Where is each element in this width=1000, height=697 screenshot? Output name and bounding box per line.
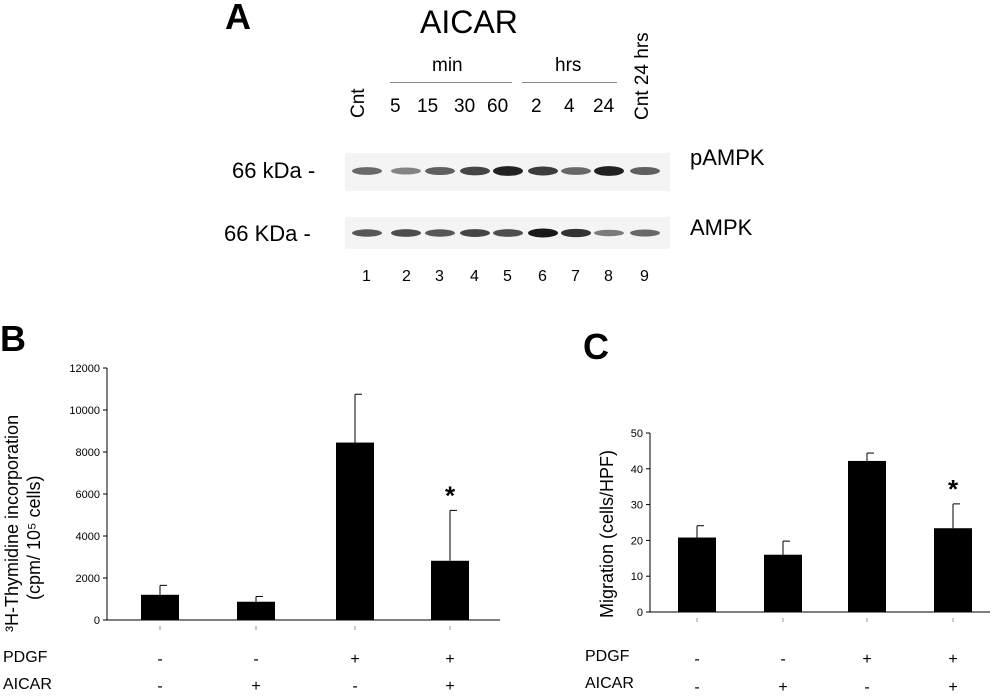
chart-b-aicar-sign-1: - (157, 678, 162, 695)
lane-number-2: 2 (402, 268, 411, 285)
pampk-mw-label: 66 kDa - (232, 158, 316, 183)
chart-b-bar-3 (336, 442, 374, 620)
chart-b-aicar-sign-3: - (352, 678, 357, 695)
lane-number-8: 8 (604, 268, 613, 285)
chart-c-ytick-label-5: 50 (631, 428, 643, 440)
chart-b-bar-1 (141, 594, 179, 620)
chart-c-aicar-sign-2: + (778, 679, 787, 696)
chart-b-pdgf-sign-4: + (445, 651, 454, 668)
lane-header-8: 24 (593, 96, 615, 117)
lane-number-7: 7 (571, 268, 580, 285)
chart-c-bar-1 (678, 537, 716, 612)
lane-number-6: 6 (538, 268, 547, 285)
lane-header-5: 60 (487, 96, 509, 117)
chart-b-ytick-label-6: 12000 (69, 363, 100, 375)
chart-b-bar-2 (237, 601, 275, 620)
chart-c-bar-3 (848, 460, 886, 612)
chart-c-bar-4 (934, 528, 972, 612)
chart-b-bar-4 (431, 560, 469, 620)
lane-header-3: 15 (417, 96, 439, 117)
chart-b-ytick-label-0: 0 (94, 615, 100, 627)
chart-c-ytick-label-0: 0 (637, 607, 643, 619)
chart-b-pdgf-sign-1: - (157, 651, 162, 668)
chart-c-ytick-label-1: 10 (631, 571, 643, 583)
chart-c-pdgf-sign-1: - (694, 651, 699, 668)
chart-c-significance-4: * (948, 474, 959, 504)
group-label-hrs: hrs (555, 55, 582, 76)
chart-c-ytick-label-2: 20 (631, 535, 643, 547)
chart-b-significance-4: * (445, 480, 456, 510)
lane-header-2: 5 (390, 96, 401, 117)
lane-number-9: 9 (640, 268, 649, 285)
chart-b-pdgf-label: PDGF (3, 649, 48, 666)
lane-number-3: 3 (435, 268, 444, 285)
chart-c-aicar-sign-3: - (864, 679, 869, 696)
chart-b-ytick-label-4: 8000 (76, 447, 100, 459)
chart-b-ytick-label-1: 2000 (76, 573, 100, 585)
blot-title: AICAR (420, 4, 518, 40)
chart-b-aicar-sign-4: + (445, 678, 454, 695)
chart-c-aicar-sign-1: - (694, 679, 699, 696)
ampk-label: AMPK (690, 215, 753, 240)
pampk-label: pAMPK (690, 145, 765, 170)
group-label-min: min (432, 55, 463, 76)
lane-header-7: 4 (564, 96, 575, 117)
panel-a-letter: A (225, 0, 251, 37)
chart-c-ytick-label-4: 40 (631, 464, 643, 476)
chart-c-pdgf-sign-4: + (948, 651, 957, 668)
group-rule-hrs (522, 82, 617, 83)
chart-b-ytick-label-5: 10000 (69, 405, 100, 417)
lane-number-1: 1 (362, 268, 371, 285)
chart-b-pdgf-sign-3: + (350, 651, 359, 668)
chart-c-pdgf-sign-3: + (862, 651, 871, 668)
lane-header-6: 2 (531, 96, 542, 117)
chart-b-ytick-label-3: 6000 (76, 489, 100, 501)
chart-c-pdgf-label: PDGF (585, 648, 630, 665)
ampk-mw-label: 66 KDa - (224, 221, 311, 246)
lane-header-4: 30 (454, 96, 476, 117)
chart-c-ytick-label-3: 30 (631, 500, 643, 512)
chart-c-aicar-sign-4: + (948, 679, 957, 696)
lane-number-4: 4 (470, 268, 479, 285)
panel-c-letter: C (583, 326, 609, 367)
group-rule-min (390, 82, 512, 83)
chart-c-pdgf-sign-2: - (780, 651, 785, 668)
chart-c-aicar-label: AICAR (585, 675, 634, 692)
chart-b-pdgf-sign-2: - (253, 651, 258, 668)
lane-number-5: 5 (503, 268, 512, 285)
chart-b-aicar-sign-2: + (251, 678, 260, 695)
panel-b-letter: B (0, 318, 26, 359)
chart-c-bar-2 (764, 554, 802, 612)
chart-b-aicar-label: AICAR (3, 676, 52, 693)
chart-b-ytick-label-2: 4000 (76, 531, 100, 543)
